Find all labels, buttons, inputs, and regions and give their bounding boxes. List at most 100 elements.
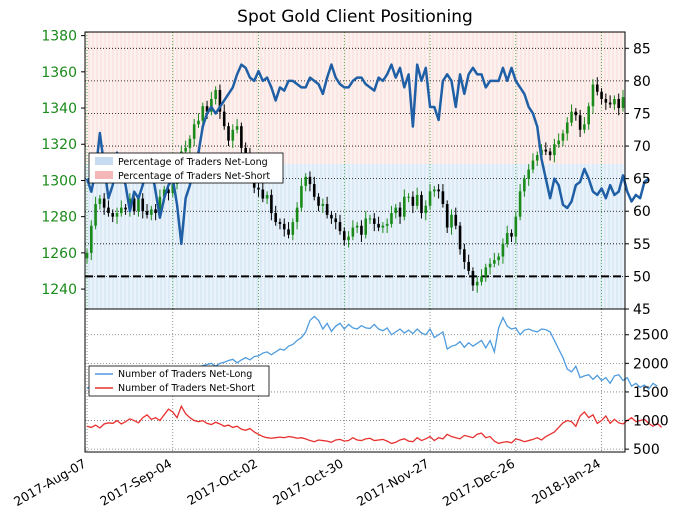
candle-body [274, 213, 277, 223]
candle-body [595, 84, 599, 92]
candle-body [583, 124, 586, 130]
candle-body [162, 189, 166, 197]
candle-body [145, 211, 149, 215]
right-tick-label: 75 [633, 106, 651, 122]
x-tick-label: 2017-Aug-07 [11, 456, 89, 509]
candle-body [342, 231, 346, 241]
bottom-tick-label: 1000 [633, 414, 669, 430]
legend-swatch-net-long-pct [95, 157, 113, 165]
candle-body [317, 196, 320, 206]
x-tick-label: 2017-Oct-30 [270, 456, 346, 508]
candle-body [510, 232, 513, 237]
legend-swatch-net-short-pct [95, 171, 113, 179]
candle-body [227, 126, 230, 141]
candle-body [505, 232, 509, 244]
candle-body [115, 213, 119, 217]
legend-label-net-short-count: Number of Traders Net-Short [118, 383, 255, 394]
candle-body [222, 111, 226, 127]
bottom-tick-label: 2500 [633, 328, 669, 344]
candle-body [411, 196, 415, 206]
candle-body [188, 138, 192, 148]
candle-body [240, 126, 243, 148]
x-tick-label: 2017-Dec-26 [440, 456, 518, 509]
right-tick-label: 70 [633, 139, 651, 155]
right-axis-top: 45 50 55 60 65 70 75 80 85 [625, 41, 651, 318]
candle-body [111, 213, 115, 217]
right-tick-label: 50 [633, 269, 651, 285]
legend-label-net-long-count: Number of Traders Net-Long [118, 369, 252, 380]
candle-body [107, 207, 110, 214]
candle-body [527, 169, 530, 179]
candle-body [480, 276, 483, 282]
candle-body [355, 225, 359, 228]
candle-body [98, 198, 102, 204]
candle-body [325, 203, 329, 215]
candle-body [364, 218, 368, 235]
candle-body [578, 115, 582, 130]
candle-body [372, 218, 376, 224]
candle-body [398, 207, 402, 217]
candle-body [360, 225, 363, 235]
candle-body [231, 129, 235, 141]
candle-body [428, 191, 432, 206]
candle-body [330, 214, 333, 219]
left-tick-label: 1380 [41, 29, 77, 45]
candle-body [94, 203, 97, 226]
candle-body [454, 214, 458, 226]
candle-body [321, 203, 325, 206]
x-tick-label: 2017-Oct-02 [184, 456, 260, 508]
candle-body [137, 198, 140, 212]
left-tick-label: 1300 [41, 173, 77, 189]
candle-body [608, 102, 612, 105]
x-axis: 2017-Aug-07 2017-Sep-04 2017-Oct-02 2017-Oc… [11, 456, 603, 509]
candle-body [441, 191, 445, 204]
net-long-band [85, 164, 625, 309]
candle-body [394, 207, 398, 214]
candle-body [463, 249, 466, 262]
candle-body [150, 209, 153, 215]
candle-body [205, 106, 209, 112]
left-tick-label: 1240 [41, 282, 77, 298]
candle-body [154, 209, 157, 214]
candle-body [347, 236, 350, 241]
bottom-tick-label: 500 [633, 442, 660, 458]
candle-body [257, 187, 260, 190]
candle-body [488, 263, 492, 268]
candle-body [235, 126, 239, 130]
candle-body [471, 270, 475, 286]
candle-body [518, 191, 522, 217]
x-tick-label: 2018-Jan-24 [529, 456, 603, 507]
candle-body [390, 213, 393, 224]
candle-body [475, 281, 479, 286]
bottom-tick-label: 2000 [633, 356, 669, 372]
candle-body [261, 189, 265, 199]
candle-body [158, 196, 162, 214]
bottom-legend-box [88, 365, 270, 397]
candle-body [450, 214, 453, 228]
candle-body [604, 98, 608, 103]
candle-body [617, 98, 621, 109]
candle-body [278, 222, 282, 224]
candle-body [265, 194, 269, 199]
candle-body [167, 189, 170, 194]
candle-body [565, 122, 569, 134]
candle-body [420, 194, 423, 214]
left-tick-label: 1260 [41, 246, 77, 262]
candle-body [523, 178, 526, 192]
candle-body [214, 89, 217, 99]
candle-body [458, 225, 462, 250]
candle-body [124, 207, 127, 210]
legend-label-net-short-pct: Percentage of Traders Net-Short [118, 171, 270, 182]
candle-body [338, 222, 342, 232]
bottom-legend: Number of Traders Net-Long Number of Tra… [88, 365, 270, 397]
top-legend: Percentage of Traders Net-Long Percentag… [88, 152, 284, 184]
right-tick-label: 80 [633, 74, 651, 90]
x-tick-label: 2017-Nov-27 [354, 456, 431, 509]
candle-body [561, 133, 565, 141]
top-legend-box [88, 152, 284, 184]
left-tick-label: 1340 [41, 101, 77, 117]
candle-body [270, 194, 273, 214]
candle-body [403, 196, 406, 217]
candle-body [514, 216, 518, 237]
candle-body [535, 155, 539, 161]
